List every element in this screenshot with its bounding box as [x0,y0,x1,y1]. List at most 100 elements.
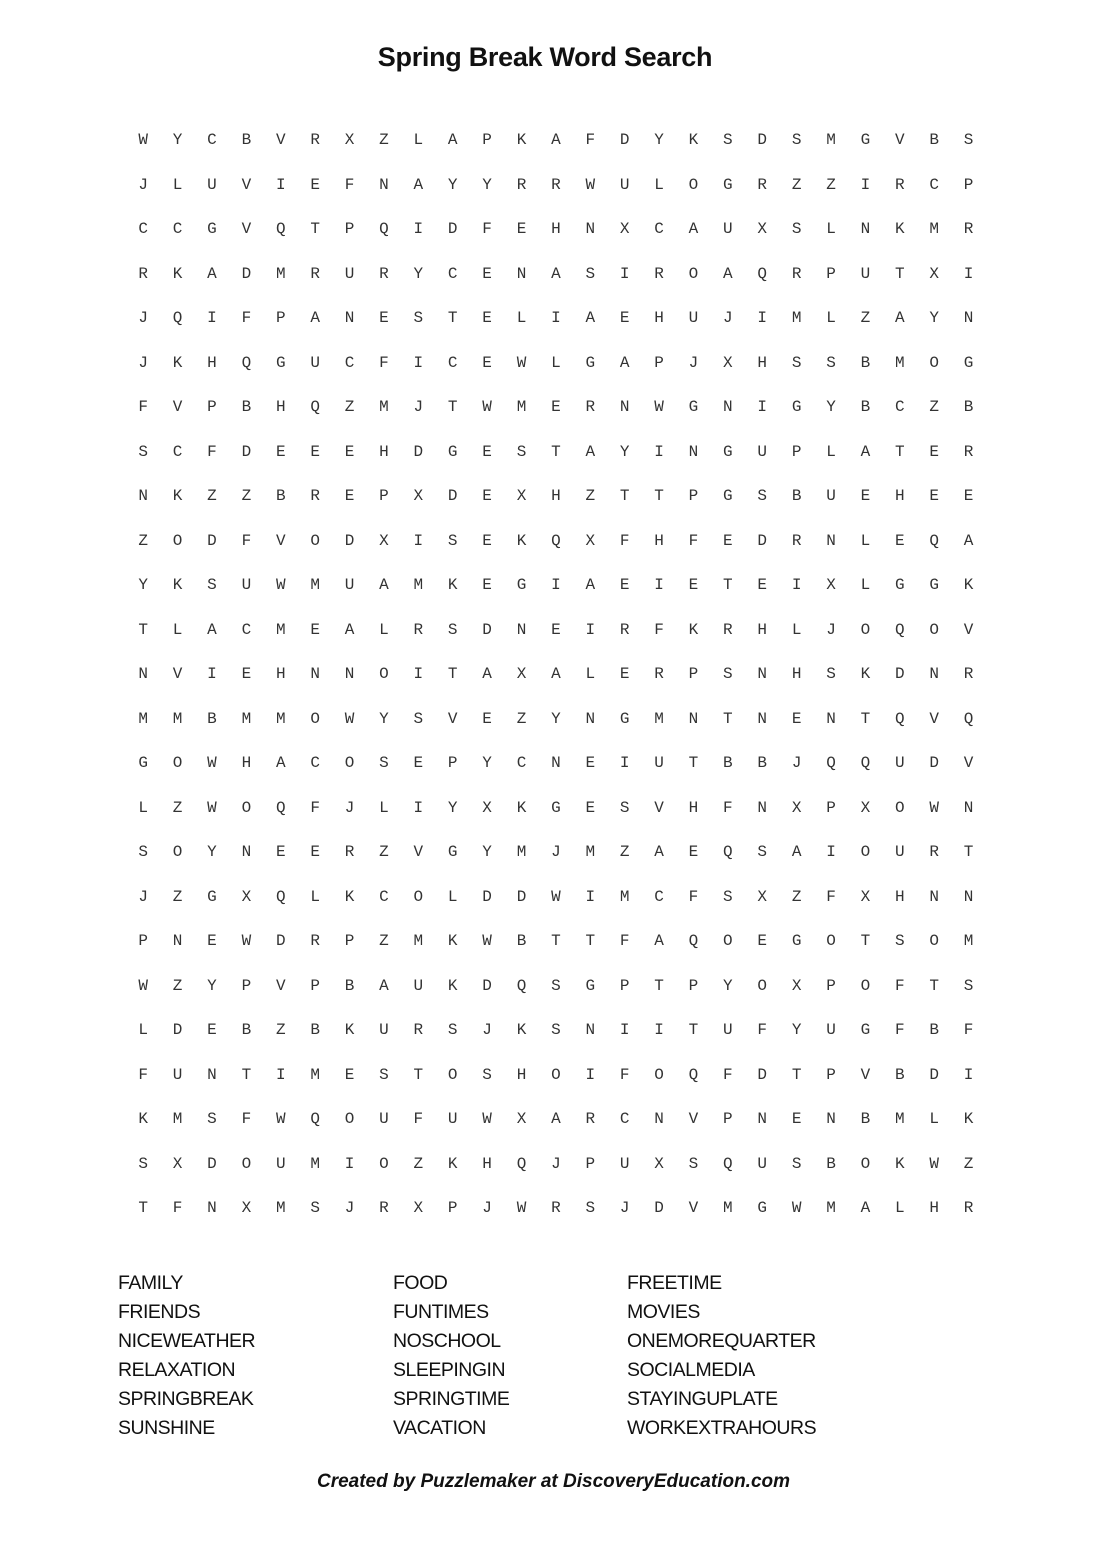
grid-letter: G [723,487,733,505]
grid-letter: N [688,709,699,728]
grid-letter: W [207,798,217,817]
grid-letter: O [688,175,699,194]
grid-letter: J [826,620,836,639]
grid-letter: N [585,1021,596,1039]
grid-letter: L [894,1199,905,1217]
grid-letter: Y [619,442,630,461]
grid-letter: V [929,709,939,728]
grid-letter: D [757,531,768,550]
grid-letter: T [688,754,699,772]
grid-letter: G [963,353,974,372]
grid-letter: H [654,309,664,327]
grid-letter: L [929,1110,939,1128]
grid-letter: P [723,1110,733,1128]
grid-letter: V [894,131,905,149]
grid-letter: Q [757,264,768,283]
grid-letter: E [894,531,905,550]
grid-letter: N [757,709,768,728]
grid-letter: K [344,887,355,906]
grid-letter: E [791,709,802,728]
grid-letter: O [688,264,699,283]
grid-letter: X [619,220,630,238]
grid-letter: B [241,1021,252,1039]
grid-letter: F [723,798,733,817]
grid-letter: T [310,220,320,238]
grid-letter: G [619,709,630,728]
grid-letter: W [344,709,355,728]
grid-letter: B [929,1021,939,1039]
grid-letter: U [275,1154,286,1173]
grid-letter: M [379,398,389,416]
grid-letter: S [723,131,733,149]
word-list-item: SPRINGBREAK [118,1388,254,1410]
grid-letter: V [275,976,286,995]
grid-letter: A [207,620,217,639]
grid-letter: M [310,576,320,594]
grid-letter: I [654,576,664,594]
grid-letter: O [929,932,939,950]
grid-letter: O [860,620,871,639]
grid-letter: C [138,220,148,238]
grid-letter: Z [172,976,183,995]
grid-letter: H [757,353,768,372]
grid-letter: L [138,798,148,817]
grid-letter: R [310,932,320,950]
grid-letter: N [138,487,148,505]
grid-letter: A [379,576,389,594]
grid-letter: M [310,1154,320,1173]
grid-letter: O [757,976,768,995]
grid-letter: S [723,665,733,683]
grid-letter: S [447,620,458,639]
grid-letter: P [344,932,355,950]
grid-letter: Q [894,620,905,639]
word-list-column-2: FOOD FUNTIMES NOSCHOOL SLEEPINGIN SPRINGTIME… [393,1269,510,1443]
grid-letter: B [344,976,355,995]
grid-letter: M [894,1110,905,1128]
grid-letter: R [344,843,355,861]
footer-credit: Created by Puzzlemaker at DiscoveryEduca… [316,1471,791,1492]
grid-letter: U [723,220,733,238]
grid-letter: D [482,887,492,906]
grid-letter: Z [413,1154,424,1173]
grid-letter: G [585,353,596,372]
grid-letter: V [688,1110,699,1128]
grid-letter: U [619,175,630,194]
grid-letter: K [516,1021,527,1039]
grid-letter: H [894,887,905,906]
grid-letter: R [894,175,905,194]
grid-letter: B [963,398,974,416]
grid-letter: Y [172,131,183,149]
grid-letter: Q [963,709,974,728]
grid-letter: K [516,131,527,149]
grid-letter: F [413,1110,424,1128]
page-title: Spring Break Word Search [377,42,713,72]
grid-letter: G [723,442,733,461]
grid-letter: O [860,843,871,861]
grid-letter: Z [138,531,148,550]
grid-letter: R [723,620,733,639]
grid-letter: E [516,220,527,238]
grid-letter: V [275,131,286,149]
grid-letter: Z [275,1021,286,1039]
grid-letter: H [757,620,768,639]
grid-letter: R [310,264,320,283]
grid-letter: A [447,131,458,149]
grid-letter: Q [275,887,286,906]
grid-letter: T [551,442,561,461]
grid-letter: R [585,398,596,416]
grid-letter: J [344,798,355,817]
grid-letter: P [138,932,148,950]
grid-letter: E [482,442,492,461]
grid-letter: D [172,1021,183,1039]
grid-letter: A [379,976,389,995]
grid-letter: W [929,798,939,817]
grid-letter: U [379,1021,389,1039]
grid-letter: A [894,309,905,327]
word-list-item: FAMILY [118,1272,183,1294]
grid-letter: A [207,264,217,283]
grid-letter: E [619,665,630,683]
